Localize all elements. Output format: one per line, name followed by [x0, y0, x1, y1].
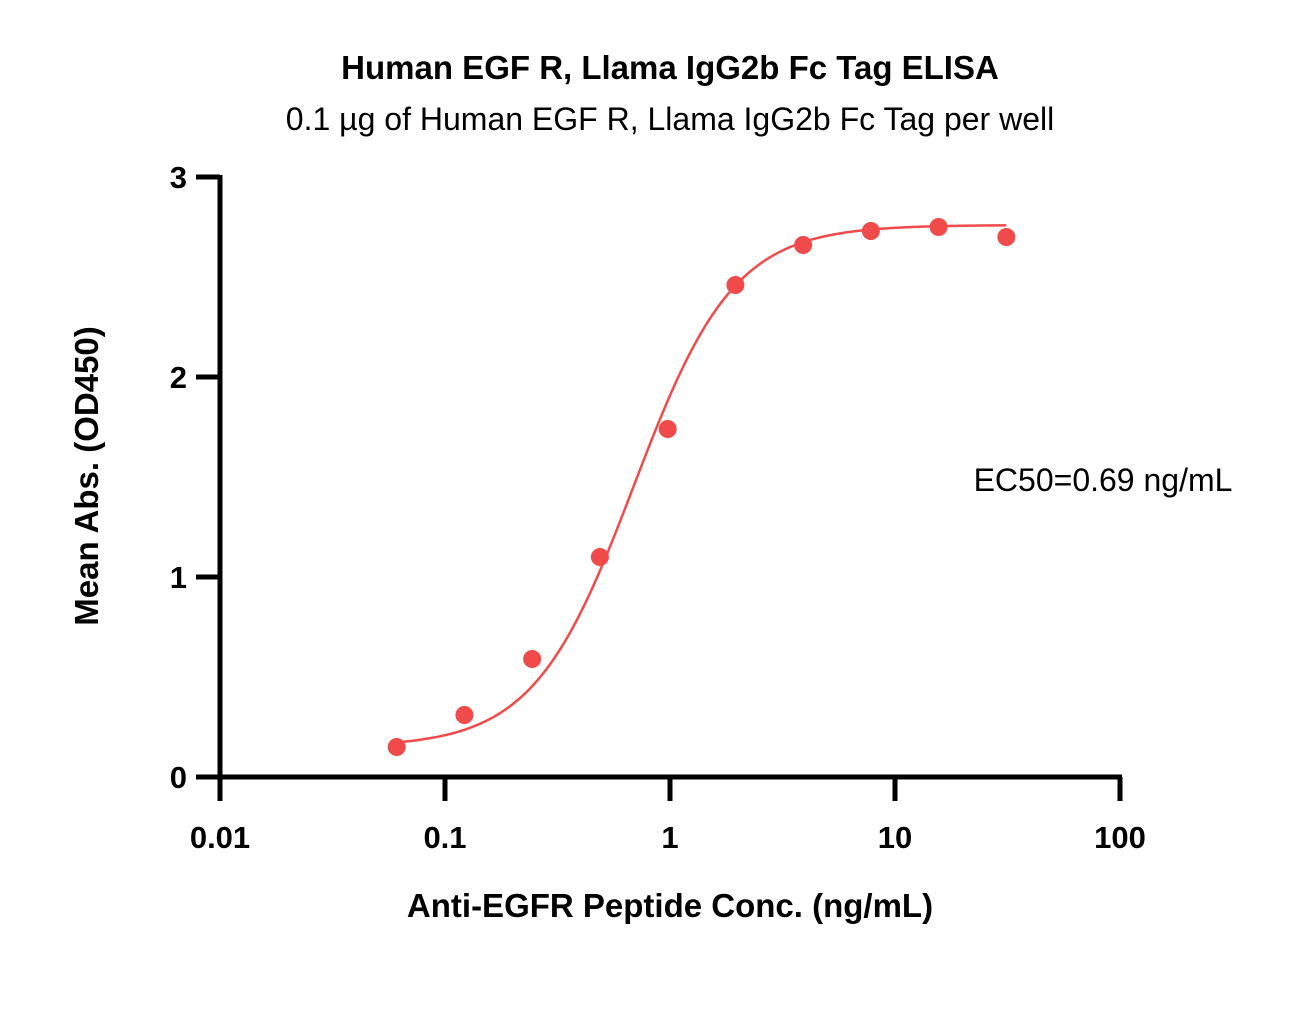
x-tick-label: 0.01	[190, 820, 250, 855]
x-tick-label: 0.1	[423, 820, 466, 855]
y-tick-label: 3	[170, 160, 187, 195]
data-point	[861, 222, 880, 240]
y-tick-label: 0	[170, 760, 187, 795]
data-point	[590, 548, 609, 566]
ec50-annotation: EC50=0.69 ng/mL	[974, 462, 1233, 498]
data-point	[726, 276, 745, 294]
y-tick-label: 1	[170, 560, 187, 595]
x-tick-label: 1	[661, 820, 678, 855]
fit-curve	[396, 224, 1007, 744]
data-point	[455, 706, 474, 724]
ticks: 0.01 0.1 1 10 100 0 1 2 3	[170, 160, 1146, 855]
data-points	[387, 218, 1016, 756]
y-tick-label: 2	[170, 360, 187, 395]
data-point	[929, 218, 948, 236]
chart-subtitle: 0.1 µg of Human EGF R, Llama IgG2b Fc Ta…	[286, 101, 1054, 137]
data-point	[523, 650, 542, 668]
y-axis-label: Mean Abs. (OD450)	[68, 326, 105, 626]
data-point	[387, 738, 406, 756]
data-point	[794, 236, 813, 254]
data-point	[997, 228, 1016, 246]
data-point	[658, 420, 677, 438]
x-tick-label: 100	[1094, 820, 1146, 855]
x-tick-label: 10	[878, 820, 912, 855]
x-axis-label: Anti-EGFR Peptide Conc. (ng/mL)	[407, 887, 933, 924]
chart-title: Human EGF R, Llama IgG2b Fc Tag ELISA	[341, 49, 999, 86]
